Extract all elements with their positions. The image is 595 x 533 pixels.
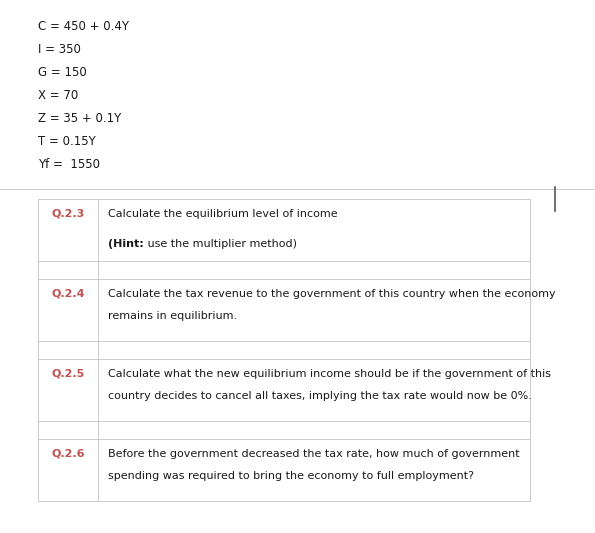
Text: (​Hint:: (​Hint:: [108, 239, 144, 249]
Text: X = 70: X = 70: [38, 89, 79, 102]
Text: country decides to cancel all taxes, implying the tax rate would now be 0%.: country decides to cancel all taxes, imp…: [108, 391, 532, 401]
Text: Calculate the tax revenue to the government of this country when the economy: Calculate the tax revenue to the governm…: [108, 289, 556, 299]
Text: remains in equilibrium.: remains in equilibrium.: [108, 311, 237, 321]
Text: Before the government decreased the tax rate, how much of government: Before the government decreased the tax …: [108, 449, 519, 459]
Text: Q.2.5: Q.2.5: [51, 369, 84, 379]
Text: T = 0.15Y: T = 0.15Y: [38, 135, 96, 148]
Text: spending was required to bring the economy to full employment?: spending was required to bring the econo…: [108, 471, 474, 481]
Text: Yf =  1550: Yf = 1550: [38, 158, 100, 171]
Text: Q.2.6: Q.2.6: [51, 449, 84, 459]
Text: Z = 35 + 0.1Y: Z = 35 + 0.1Y: [38, 112, 121, 125]
Text: use the multiplier method): use the multiplier method): [144, 239, 297, 249]
Text: G = 150: G = 150: [38, 66, 87, 79]
Text: Calculate the equilibrium level of income: Calculate the equilibrium level of incom…: [108, 209, 337, 219]
Text: C = 450 + 0.4Y: C = 450 + 0.4Y: [38, 20, 129, 33]
Text: Calculate what the new equilibrium income should be if the government of this: Calculate what the new equilibrium incom…: [108, 369, 551, 379]
Text: Q.2.4: Q.2.4: [51, 289, 84, 299]
Text: Q.2.3: Q.2.3: [51, 209, 84, 219]
Text: I = 350: I = 350: [38, 43, 81, 56]
